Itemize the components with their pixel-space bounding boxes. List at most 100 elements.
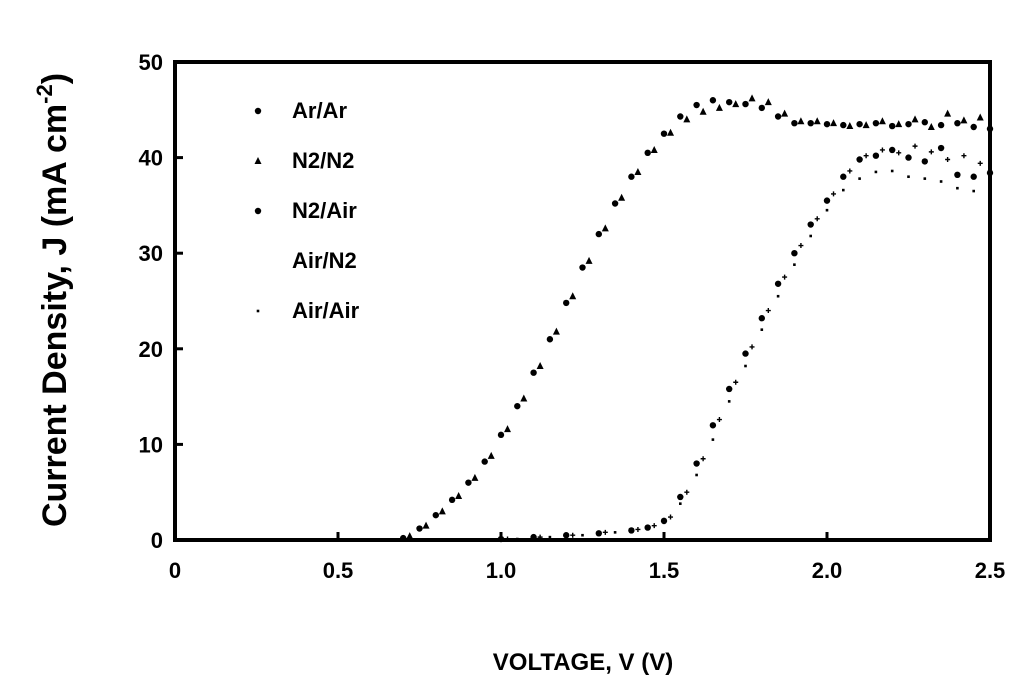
x-tick-label: 2.5 <box>975 558 1006 583</box>
data-point <box>716 417 722 423</box>
data-point <box>481 458 488 465</box>
data-point <box>677 113 684 120</box>
data-point <box>601 224 609 232</box>
data-point <box>809 234 812 238</box>
data-point <box>889 122 896 130</box>
data-point <box>939 180 943 183</box>
data-point <box>879 147 885 153</box>
data-point <box>699 107 707 115</box>
data-point <box>823 120 831 128</box>
data-point <box>797 117 805 125</box>
data-point <box>781 109 789 117</box>
data-point <box>895 120 903 128</box>
data-point <box>776 294 780 298</box>
data-point <box>569 292 577 300</box>
data-point <box>970 123 977 131</box>
data-point <box>651 523 657 529</box>
data-point <box>764 98 772 106</box>
data-point <box>602 529 608 535</box>
data-point <box>613 531 617 534</box>
data-point <box>840 173 847 180</box>
data-point <box>635 526 641 532</box>
data-point <box>960 116 968 124</box>
legend-label: N2/N2 <box>292 148 354 173</box>
data-point <box>976 113 984 121</box>
data-point <box>896 150 902 156</box>
data-point <box>487 451 495 459</box>
series-4 <box>516 169 992 541</box>
data-point <box>693 460 700 467</box>
data-point <box>611 200 619 207</box>
data-point <box>660 517 668 525</box>
data-point <box>505 536 511 542</box>
data-point <box>471 473 479 481</box>
data-point <box>709 97 717 104</box>
data-point <box>700 456 706 462</box>
data-point <box>514 402 521 410</box>
data-point <box>644 149 651 157</box>
data-point <box>684 489 690 495</box>
data-point <box>497 431 505 439</box>
data-point <box>846 122 854 130</box>
data-point <box>455 492 463 500</box>
data-point <box>862 121 870 129</box>
legend-label: Air/N2 <box>292 248 357 273</box>
data-point <box>726 98 733 106</box>
data-point <box>847 168 853 174</box>
data-point <box>954 171 961 179</box>
legend-item: Ar/Ar <box>254 98 347 123</box>
legend-item: N2/Air <box>254 198 357 223</box>
data-point <box>878 117 886 125</box>
data-point <box>907 175 910 179</box>
data-point <box>988 194 992 198</box>
data-point <box>921 119 928 126</box>
data-point <box>937 121 945 129</box>
data-point <box>760 328 764 331</box>
data-point <box>889 146 896 154</box>
data-point <box>581 533 584 537</box>
data-point <box>733 379 739 385</box>
legend-marker <box>254 207 262 215</box>
data-point <box>732 100 740 108</box>
data-point <box>970 173 977 180</box>
data-point <box>438 507 446 515</box>
series-3 <box>505 143 983 542</box>
data-point <box>791 119 798 127</box>
data-point <box>872 119 880 127</box>
data-point <box>921 158 928 165</box>
legend-item: Air/N2 <box>292 248 357 273</box>
data-point <box>650 145 658 153</box>
data-point <box>618 193 626 201</box>
data-point <box>677 493 684 501</box>
data-point <box>791 250 798 257</box>
data-point <box>798 243 804 249</box>
data-point <box>548 535 552 539</box>
data-point <box>774 113 782 120</box>
data-point <box>646 527 649 530</box>
x-axis-title: VOLTAGE, V (V) <box>493 649 673 676</box>
data-point <box>927 123 935 131</box>
data-point <box>530 533 537 541</box>
x-tick-label: 0.5 <box>323 558 354 583</box>
data-point <box>831 191 837 197</box>
legend-item: Air/Air <box>256 298 360 323</box>
data-point <box>905 154 912 161</box>
data-point <box>872 152 880 159</box>
y-axis-title-superscript: -2 <box>32 84 57 104</box>
data-point <box>923 177 927 180</box>
data-point <box>937 144 945 152</box>
data-point <box>874 170 878 174</box>
data-point <box>563 532 570 539</box>
data-point <box>807 221 814 228</box>
data-point <box>977 160 983 166</box>
data-point <box>856 156 863 163</box>
legend-marker <box>254 157 262 164</box>
data-point <box>972 189 975 193</box>
y-tick-label: 10 <box>139 432 163 457</box>
data-point <box>840 121 847 129</box>
data-point <box>667 128 675 136</box>
y-axis-title: Current Density, J (mA cm-2) <box>32 73 74 527</box>
series-0 <box>400 97 994 542</box>
data-point <box>742 350 749 357</box>
